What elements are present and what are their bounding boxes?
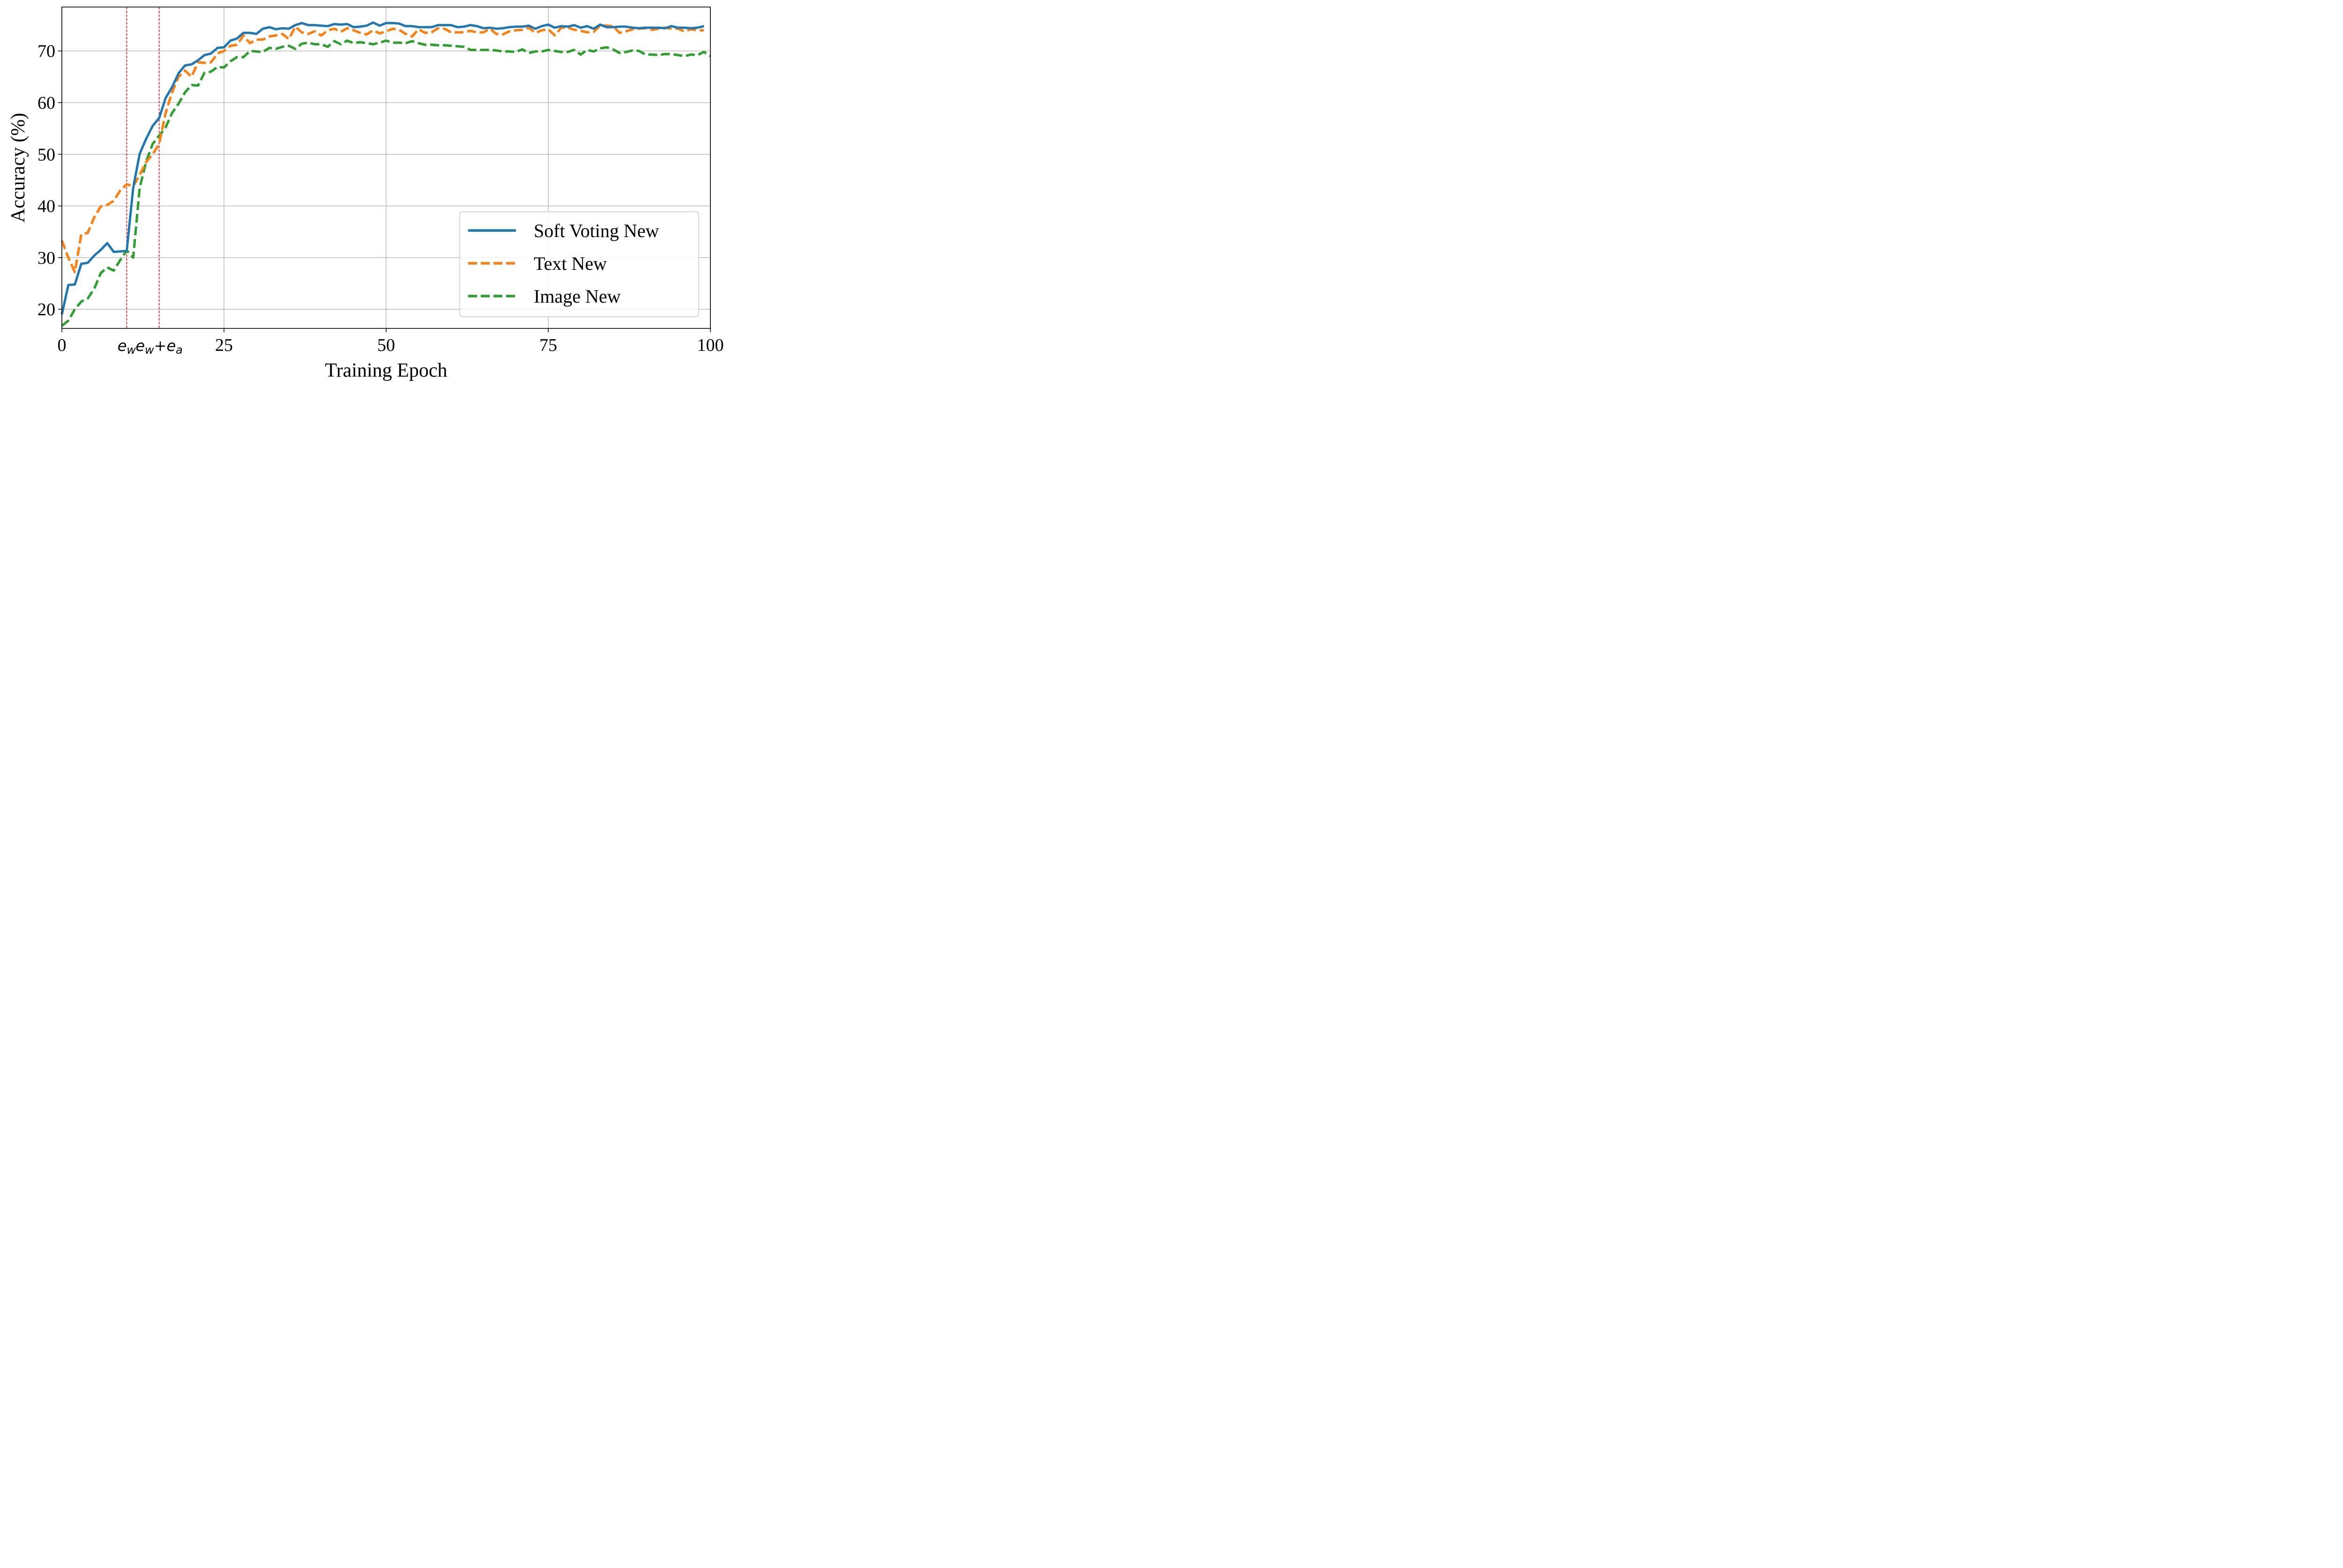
series-line-image-new: [61, 39, 711, 327]
reference-line-label: ew+ea: [135, 337, 183, 357]
x-axis-title: Training Epoch: [325, 360, 448, 381]
x-tick-label: 100: [697, 335, 724, 355]
axis-ticks: 0 25 50 75 100 20 30 40 50 60 70 ew ew+ea: [37, 42, 724, 357]
reference-line-label: ew: [118, 337, 136, 357]
y-tick-label: 70: [37, 42, 55, 61]
legend: Soft Voting New Text New Image New: [459, 211, 699, 317]
series-lines: [60, 21, 711, 327]
line-chart: 0 25 50 75 100 20 30 40 50 60 70 ew ew+ea Training E…: [7, 7, 724, 381]
y-tick-label: 60: [37, 93, 55, 113]
series-line-soft-voting-new: [60, 21, 704, 315]
legend-label: Text New: [534, 253, 607, 274]
y-tick-label: 30: [37, 248, 55, 268]
x-tick-label: 50: [377, 335, 395, 355]
legend-box: [459, 211, 699, 317]
legend-label: Image New: [534, 286, 621, 307]
y-tick-label: 40: [37, 197, 55, 216]
y-tick-label: 50: [37, 145, 55, 164]
x-tick-label: 75: [539, 335, 557, 355]
y-axis-title: Accuracy (%): [7, 113, 29, 223]
x-tick-label: 0: [58, 335, 67, 355]
y-tick-label: 20: [37, 300, 55, 320]
reference-lines: [126, 7, 160, 328]
series-line-text-new: [60, 24, 704, 274]
legend-label: Soft Voting New: [534, 220, 659, 241]
x-tick-label: 25: [215, 335, 233, 355]
